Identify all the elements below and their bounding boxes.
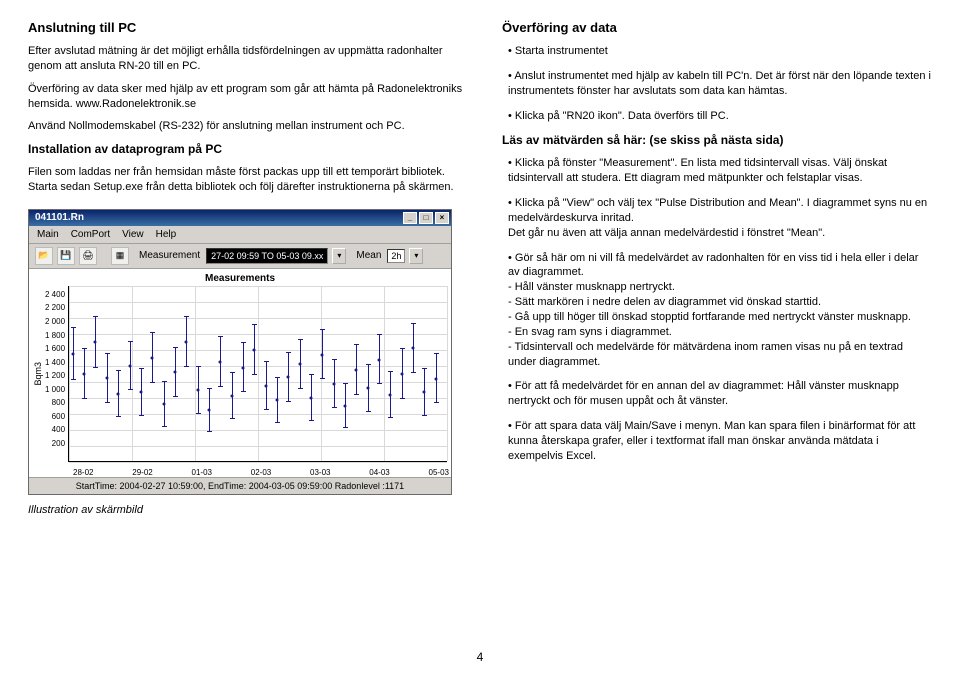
titlebar: 041101.Rn _ □ × bbox=[29, 210, 451, 226]
mean-dropdown-icon[interactable]: ▾ bbox=[409, 248, 423, 264]
li-rn20-click: Klicka på "RN20 ikon". Data överförs til… bbox=[508, 109, 932, 124]
menu-comport[interactable]: ComPort bbox=[71, 229, 110, 240]
heading-install: Installation av dataprogram på PC bbox=[28, 142, 468, 156]
measurement-label: Measurement bbox=[139, 250, 200, 261]
li-view-pulse: Klicka på "View" och välj tex "Pulse Dis… bbox=[508, 196, 932, 241]
menu-help[interactable]: Help bbox=[156, 229, 177, 240]
minimize-button[interactable]: _ bbox=[403, 212, 417, 224]
heading-read: Läs av mätvärden så här: (se skiss på nä… bbox=[502, 133, 932, 147]
app-window: 041101.Rn _ □ × Main ComPort View Help 📂… bbox=[28, 209, 452, 495]
para-1: Efter avslutad mätning är det möjligt er… bbox=[28, 44, 468, 74]
menu-main[interactable]: Main bbox=[37, 229, 59, 240]
open-file-icon[interactable]: 📂 bbox=[35, 247, 53, 265]
mean-combo[interactable]: 2h bbox=[387, 249, 405, 263]
close-button[interactable]: × bbox=[435, 212, 449, 224]
y-axis-ticks: 2 4002 2002 0001 8001 6001 4001 2001 000… bbox=[43, 286, 68, 462]
maximize-button[interactable]: □ bbox=[419, 212, 433, 224]
page-number: 4 bbox=[477, 650, 484, 664]
menubar: Main ComPort View Help bbox=[29, 226, 451, 244]
heading-connection: Anslutning till PC bbox=[28, 20, 468, 35]
li-mean-procedure: Gör så här om ni vill få medelvärdet av … bbox=[508, 251, 932, 370]
caption: Illustration av skärmbild bbox=[28, 503, 468, 518]
plot-area[interactable] bbox=[68, 286, 447, 462]
right-column: Överföring av data Starta instrumentet A… bbox=[502, 20, 932, 526]
rn20-icon[interactable]: ▦ bbox=[111, 247, 129, 265]
li-start-instrument: Starta instrumentet bbox=[508, 44, 932, 59]
toolbar: 📂 💾 🖨 ▦ Measurement 27-02 09:59 TO 05-03… bbox=[29, 244, 451, 269]
chart-body: Bqm3 2 4002 2002 0001 8001 6001 4001 200… bbox=[29, 286, 451, 466]
li-connect: Anslut instrumentet med hjälp av kabeln … bbox=[508, 69, 932, 99]
menu-view[interactable]: View bbox=[122, 229, 144, 240]
x-axis-ticks: 28-0229-0201-0302-0303-0304-0305-03 bbox=[29, 466, 451, 477]
measurement-dropdown-icon[interactable]: ▾ bbox=[332, 248, 346, 264]
status-text: StartTime: 2004-02-27 10:59:00, EndTime:… bbox=[76, 481, 404, 491]
save-icon[interactable]: 💾 bbox=[57, 247, 75, 265]
transfer-list: Starta instrumentet Anslut instrumentet … bbox=[502, 44, 932, 123]
para-3: Använd Nollmodemskabel (RS-232) för ansl… bbox=[28, 119, 468, 134]
y-axis-label: Bqm3 bbox=[33, 286, 43, 462]
para-2: Överföring av data sker med hjälp av ett… bbox=[28, 82, 468, 112]
print-icon[interactable]: 🖨 bbox=[79, 247, 97, 265]
measurement-combo[interactable]: 27-02 09:59 TO 05-03 09.xx bbox=[206, 248, 328, 264]
para-4: Filen som laddas ner från hemsidan måste… bbox=[28, 165, 468, 195]
window-title: 041101.Rn bbox=[35, 212, 401, 223]
chart-area: Measurements Bqm3 2 4002 2002 0001 8001 … bbox=[29, 269, 451, 477]
statusbar: StartTime: 2004-02-27 10:59:00, EndTime:… bbox=[29, 477, 451, 494]
read-list: Klicka på fönster "Measurement". En list… bbox=[502, 156, 932, 463]
heading-transfer: Överföring av data bbox=[502, 20, 932, 35]
two-column-layout: Anslutning till PC Efter avslutad mätnin… bbox=[28, 20, 932, 526]
chart-title: Measurements bbox=[29, 269, 451, 286]
mean-label: Mean bbox=[356, 250, 381, 261]
li-measurement-window: Klicka på fönster "Measurement". En list… bbox=[508, 156, 932, 186]
li-save: För att spara data välj Main/Save i meny… bbox=[508, 419, 932, 464]
li-other-part: För att få medelvärdet för en annan del … bbox=[508, 379, 932, 409]
left-column: Anslutning till PC Efter avslutad mätnin… bbox=[28, 20, 468, 526]
